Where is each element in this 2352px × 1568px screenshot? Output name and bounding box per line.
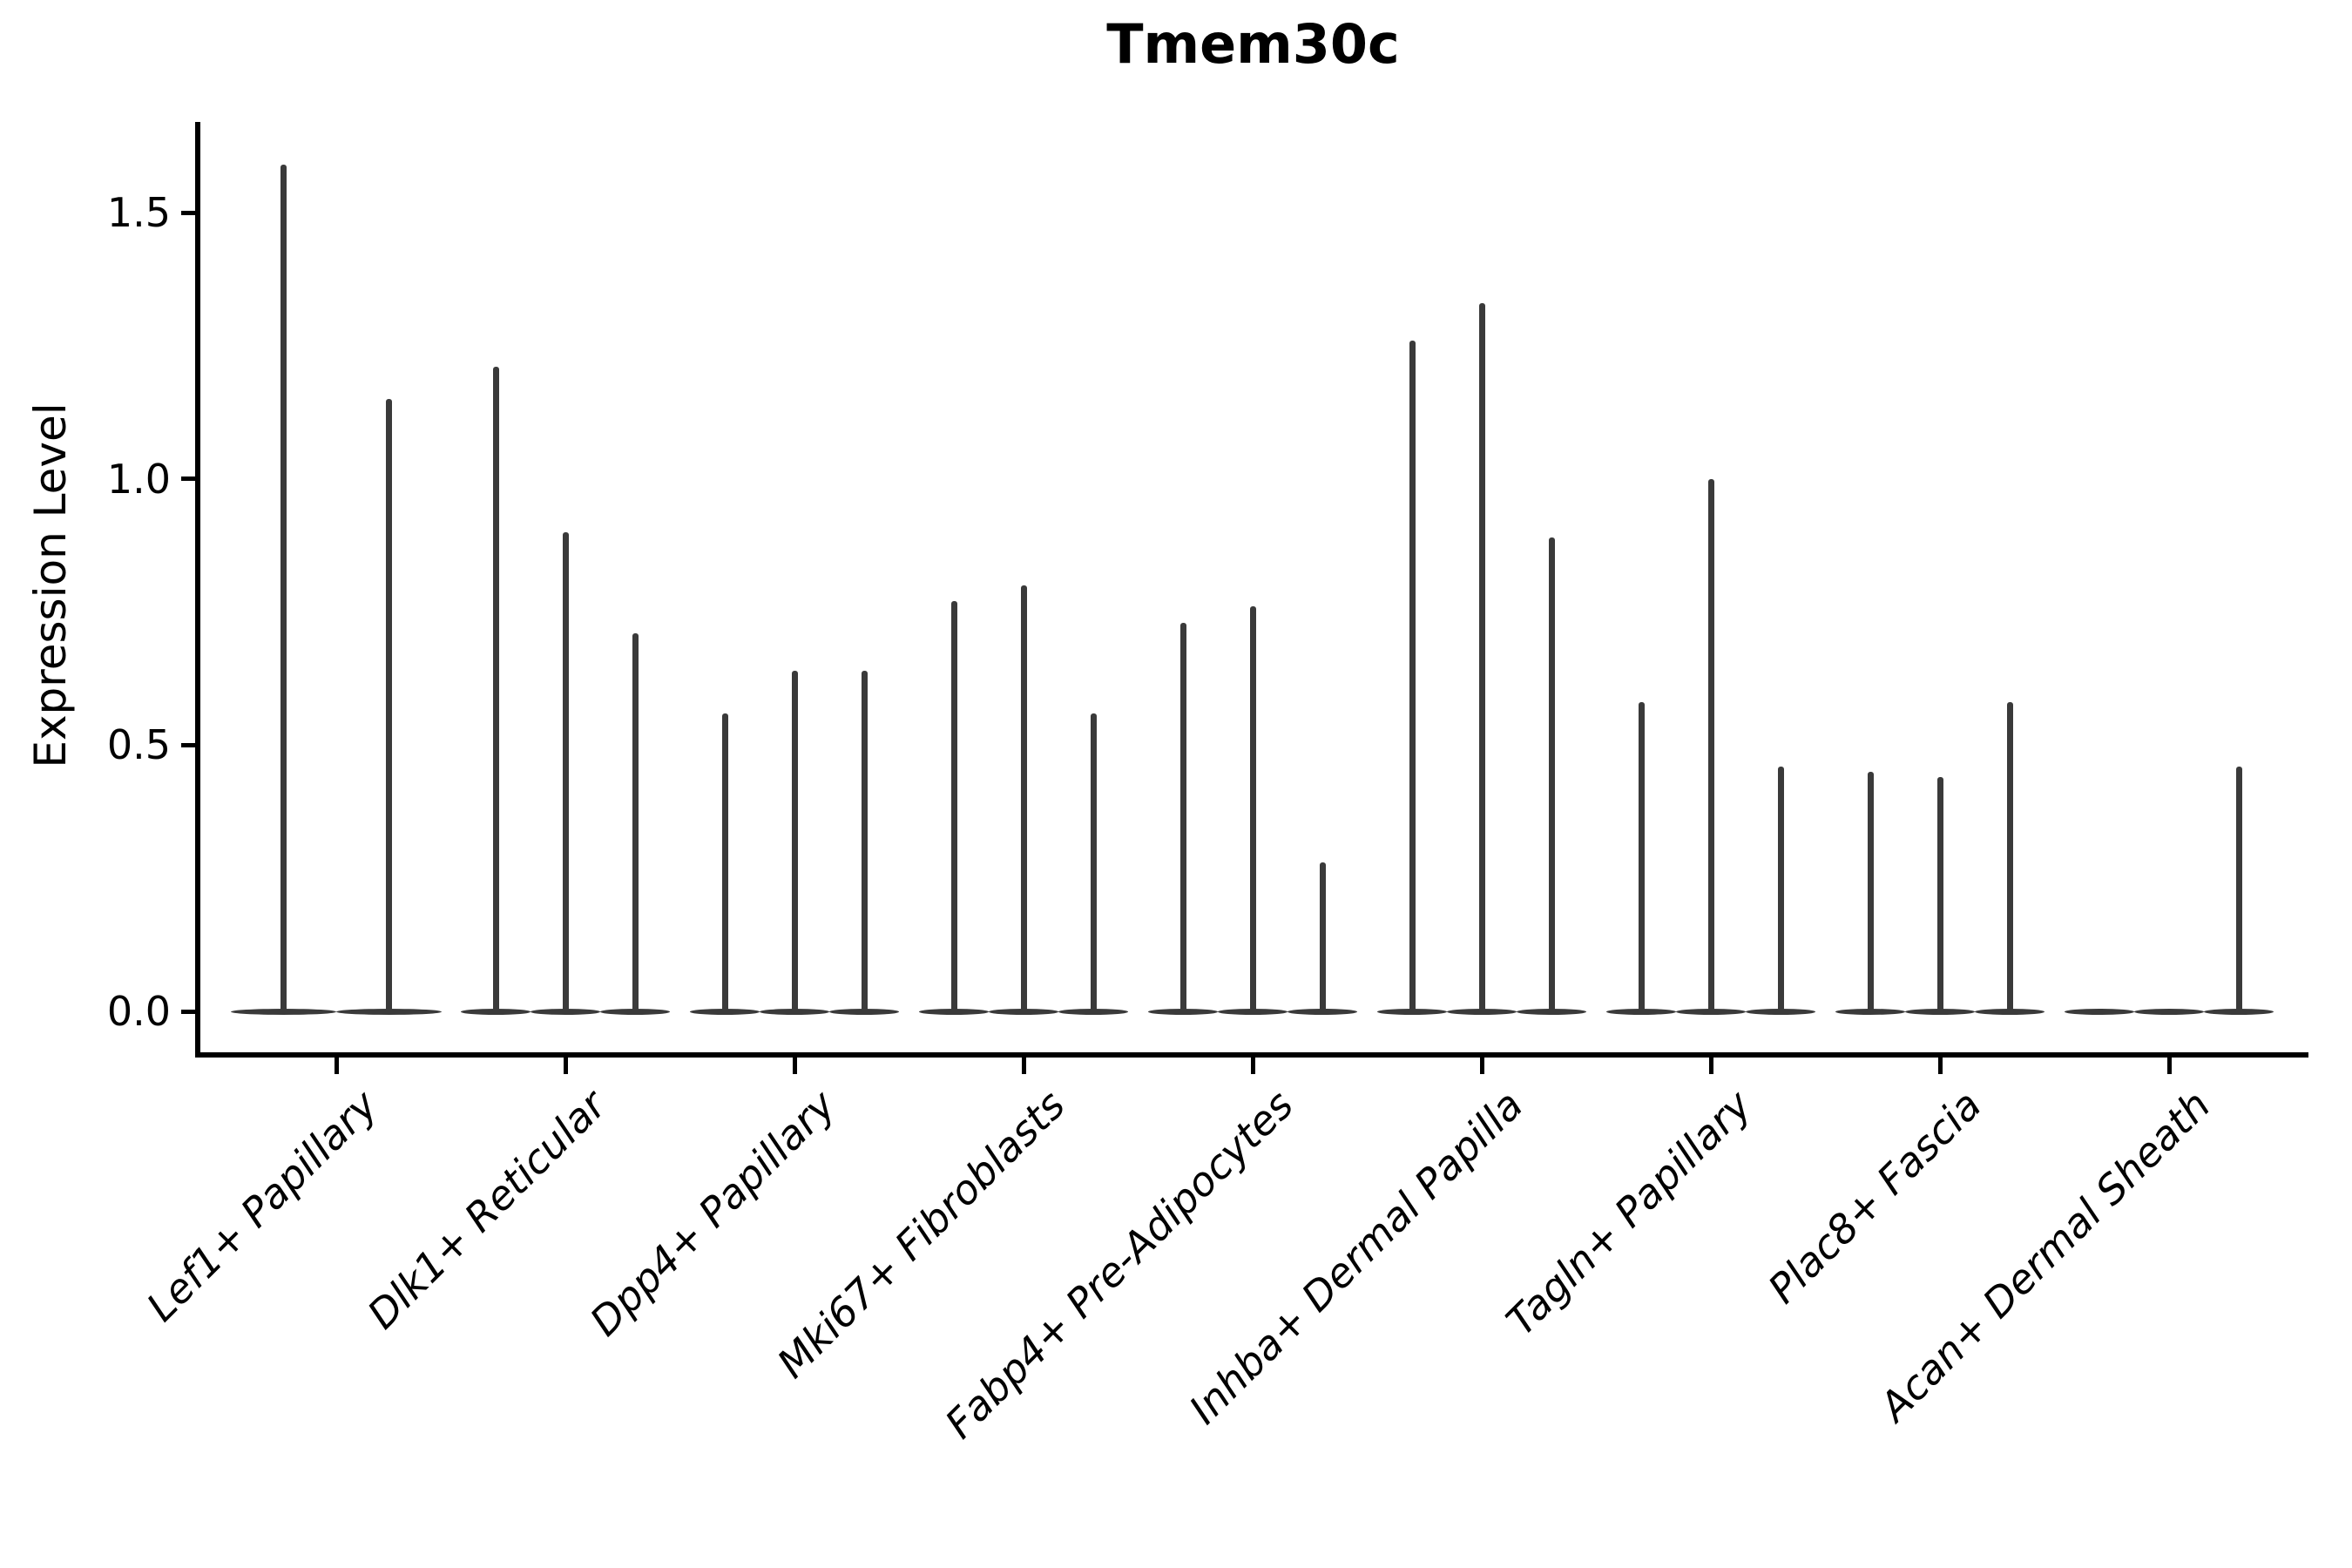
- y-tick-mark: [181, 742, 198, 747]
- violin-spike: [2235, 766, 2242, 1011]
- x-tick-mark: [792, 1058, 797, 1074]
- y-tick-mark: [181, 210, 198, 215]
- violin-base: [336, 1008, 442, 1015]
- x-tick-mark: [1250, 1058, 1255, 1074]
- violin-base: [1746, 1008, 1815, 1015]
- violin-base: [1377, 1008, 1447, 1015]
- violin-spike: [721, 713, 728, 1011]
- violin-base: [1148, 1008, 1218, 1015]
- y-tick-mark: [181, 476, 198, 482]
- violin-base: [2204, 1008, 2274, 1015]
- violin-base: [1905, 1008, 1975, 1015]
- violin-base: [1835, 1008, 1905, 1015]
- violin-spike: [1020, 585, 1027, 1011]
- x-tick-mark: [1937, 1058, 1943, 1074]
- violin-base: [461, 1008, 531, 1015]
- violin-spike: [632, 632, 639, 1011]
- x-tick-mark: [1708, 1058, 1713, 1074]
- x-tick-label: Plac8+ Fascia: [1758, 1081, 1990, 1313]
- violin-spike: [1409, 340, 1416, 1011]
- x-tick-mark: [334, 1058, 339, 1074]
- violin-base: [600, 1008, 670, 1015]
- x-tick-mark: [1021, 1058, 1026, 1074]
- bottom-spine: [195, 1052, 2308, 1058]
- violin-spike: [280, 165, 287, 1011]
- violin-spike: [386, 399, 392, 1011]
- violin-spike: [1090, 713, 1097, 1011]
- x-tick-label: Tagln+ Papillary: [1497, 1081, 1761, 1345]
- violin-spike: [791, 670, 798, 1011]
- violin-base: [2134, 1008, 2204, 1015]
- violin-base: [531, 1008, 600, 1015]
- y-tick-label: 1.5: [106, 189, 171, 237]
- x-tick-mark: [1479, 1058, 1484, 1074]
- x-tick-label: Dlk1+ Reticular: [358, 1081, 616, 1338]
- x-tick-label: Lef1+ Papillary: [137, 1081, 387, 1331]
- violin-spike: [492, 367, 499, 1011]
- violin-base: [1606, 1008, 1676, 1015]
- left-spine: [195, 122, 200, 1057]
- violin-spike: [1179, 622, 1186, 1011]
- chart-title: Tmem30c: [1106, 12, 1400, 76]
- violin-base: [2065, 1008, 2134, 1015]
- y-tick-label: 0.0: [106, 988, 171, 1035]
- violin-spike: [861, 670, 868, 1011]
- violin-base: [1676, 1008, 1746, 1015]
- violin-base: [760, 1008, 829, 1015]
- violin-base: [829, 1008, 899, 1015]
- violin-spike: [1707, 478, 1714, 1011]
- violin-base: [1447, 1008, 1517, 1015]
- y-tick-label: 1.0: [106, 455, 171, 503]
- violin-spike: [1777, 766, 1784, 1011]
- violin-base: [231, 1008, 336, 1015]
- violin-base: [690, 1008, 760, 1015]
- violin-spike: [1249, 606, 1256, 1011]
- violin-base: [989, 1008, 1058, 1015]
- violin-base: [919, 1008, 989, 1015]
- violin-spike: [1548, 537, 1555, 1011]
- x-tick-label: Dpp4+ Papillary: [580, 1081, 845, 1345]
- violin-spike: [1936, 777, 1943, 1011]
- violin-spike: [562, 531, 569, 1011]
- violin-base: [1058, 1008, 1128, 1015]
- violin-base: [1218, 1008, 1288, 1015]
- violin-spike: [2006, 702, 2013, 1011]
- violin-spike: [1867, 771, 1874, 1011]
- x-tick-mark: [563, 1058, 568, 1074]
- violin-base: [1975, 1008, 2044, 1015]
- violin-base: [1517, 1008, 1586, 1015]
- x-tick-mark: [2166, 1058, 2172, 1074]
- y-axis-label: Expression Level: [25, 402, 76, 768]
- violin-spike: [1478, 302, 1485, 1011]
- violin-base: [1288, 1008, 1357, 1015]
- y-tick-mark: [181, 1009, 198, 1014]
- violin-spike: [1638, 702, 1645, 1011]
- violin-spike: [950, 601, 957, 1011]
- y-tick-label: 0.5: [106, 721, 171, 769]
- violin-spike: [1319, 862, 1326, 1011]
